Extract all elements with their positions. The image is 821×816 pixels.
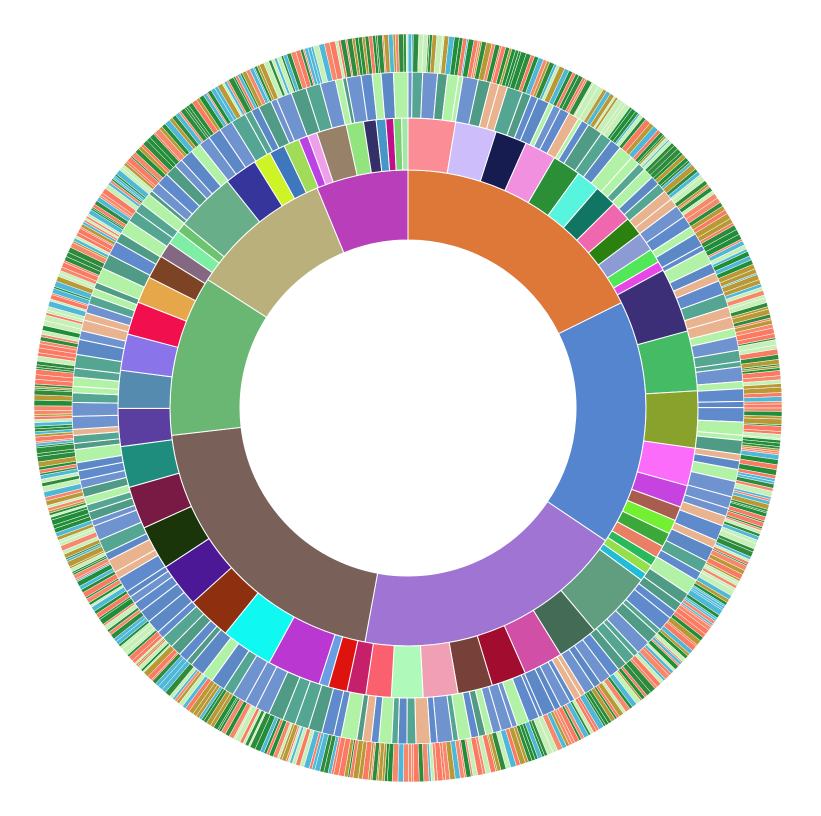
- sunburst-segment-l4-476: [33, 405, 73, 411]
- sunburst-segment-l4-147: [743, 396, 783, 403]
- sunburst-segment-l4-149: [743, 403, 783, 409]
- sunburst-segment-l3-152: [71, 401, 119, 417]
- sunburst-segment-l4-475: [33, 410, 73, 415]
- sunburst-segment-l3-101: [414, 696, 431, 745]
- sunburst-segment-l4-311: [408, 743, 412, 783]
- sunburst-segment-l3-51: [697, 407, 745, 423]
- sunburst-segment-l4-638: [403, 33, 407, 73]
- ring-level-1: [169, 169, 647, 647]
- sunburst-segment-l3-50: [697, 400, 745, 409]
- sunburst-segment-l3-49: [696, 388, 745, 403]
- sunburst-segment-l2-14: [643, 390, 699, 449]
- ring-level-4: [33, 33, 783, 783]
- sunburst-segment-l4-312: [403, 743, 409, 783]
- sunburst-segment-l2-30: [390, 645, 424, 699]
- sunburst-segment-l3-151: [71, 414, 120, 430]
- sunburst-segment-l4-639: [405, 33, 409, 73]
- sunburst-segment-l2-64: [401, 117, 409, 171]
- sunburst-segment-l2-42: [117, 407, 173, 448]
- sunburst-segment-l4-637: [398, 33, 405, 73]
- sunburst-segment-l3-199: [392, 71, 409, 119]
- sunburst-segment-l3-102: [406, 697, 417, 745]
- sunburst-segment-l4-309: [412, 743, 420, 783]
